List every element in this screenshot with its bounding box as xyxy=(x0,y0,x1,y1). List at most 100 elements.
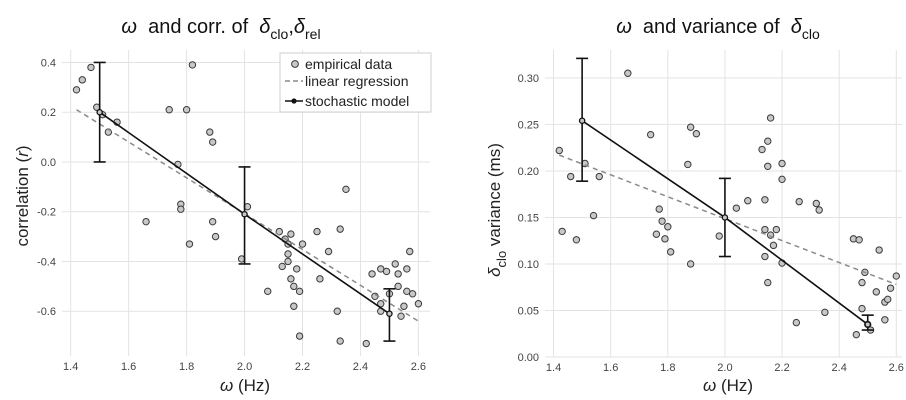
data-point xyxy=(290,302,298,310)
x-axis-label-greek: ω xyxy=(703,376,716,395)
title-sub2: rel xyxy=(305,26,321,42)
legend: empirical data linear regression stochas… xyxy=(279,52,432,113)
data-point xyxy=(298,240,307,248)
y-tick-label: 0.00 xyxy=(518,352,539,364)
data-point xyxy=(769,241,778,250)
data-point xyxy=(761,225,769,234)
data-point xyxy=(772,225,781,234)
data-point xyxy=(287,230,295,238)
data-point xyxy=(764,137,772,145)
data-point xyxy=(761,196,769,204)
model-point xyxy=(864,321,871,328)
data-point xyxy=(744,197,752,205)
data-point xyxy=(72,86,81,94)
data-point xyxy=(815,206,823,214)
plot-area xyxy=(555,57,900,339)
data-point xyxy=(624,69,632,77)
data-point xyxy=(316,275,324,283)
data-point xyxy=(766,114,775,122)
data-point xyxy=(778,159,786,168)
x-tick-label: 1.6 xyxy=(603,362,618,374)
title-sub1: clo xyxy=(802,26,820,42)
y-tick-label: -0.2 xyxy=(37,207,56,219)
x-axis-label: ω (Hz) xyxy=(220,376,270,395)
data-point xyxy=(792,318,801,327)
data-point xyxy=(567,172,575,181)
data-point xyxy=(595,172,603,181)
y-axis-label-var: r xyxy=(13,150,32,157)
y-axis-label-open: ( xyxy=(13,156,32,167)
x-tick-label: 2.6 xyxy=(411,361,426,373)
x-tick-label: 2.4 xyxy=(353,361,368,373)
data-point xyxy=(284,257,292,266)
data-point xyxy=(884,295,892,304)
data-point xyxy=(732,204,741,212)
model-point xyxy=(96,108,103,116)
data-point xyxy=(778,175,786,184)
data-point xyxy=(165,106,173,114)
x-tick-label: 2.0 xyxy=(237,361,252,373)
chart-title: ω and corr. of δclo,δrel xyxy=(121,16,320,42)
plot-area xyxy=(72,61,423,348)
data-point xyxy=(397,312,405,320)
data-point xyxy=(394,270,402,278)
data-point xyxy=(391,260,399,268)
x-axis-label-unit: (Hz) xyxy=(238,376,270,395)
x-tick-label: 2.6 xyxy=(889,362,904,374)
data-point xyxy=(855,236,863,244)
data-point xyxy=(264,287,272,296)
y-axis-label-sym: δ xyxy=(485,267,504,277)
data-point xyxy=(287,275,295,283)
data-point xyxy=(211,232,220,241)
legend-box xyxy=(279,52,432,113)
data-point xyxy=(892,272,900,280)
data-point xyxy=(758,145,766,154)
data-point xyxy=(881,316,889,324)
title-text-main: and variance of xyxy=(643,16,780,38)
data-point xyxy=(764,278,772,287)
data-point xyxy=(658,217,666,225)
y-axis-label: δclo variance (ms) xyxy=(485,143,509,277)
data-point xyxy=(652,230,661,238)
legend-label-model: stochastic model xyxy=(305,93,409,109)
data-point xyxy=(886,284,895,292)
y-tick-label: 0.2 xyxy=(41,107,56,119)
y-ticks: 0.00 0.05 0.10 0.15 0.20 0.25 0.30 xyxy=(518,73,539,364)
y-tick-label: -0.6 xyxy=(37,306,56,318)
data-point xyxy=(293,265,301,273)
data-point xyxy=(333,307,341,315)
y-tick-label: 0.25 xyxy=(518,119,539,131)
y-tick-label: 0.4 xyxy=(41,57,56,69)
data-point xyxy=(558,227,566,236)
data-point xyxy=(589,211,598,220)
data-point xyxy=(646,130,655,139)
data-point xyxy=(795,197,803,206)
x-ticks: 1.4 1.6 1.8 2.0 2.2 2.4 2.6 xyxy=(63,361,426,373)
chart-variance: ω and variance of δclo 1.4 1.6 1.8 2.0 2.2 2.… xyxy=(485,16,904,395)
legend-label-empirical: empirical data xyxy=(305,56,392,72)
data-point xyxy=(87,63,95,72)
x-ticks: 1.4 1.6 1.8 2.0 2.2 2.4 2.6 xyxy=(546,362,904,374)
title-sub1: clo xyxy=(270,26,288,42)
data-point xyxy=(342,185,350,194)
x-tick-label: 2.0 xyxy=(717,362,732,374)
chart-correlation: ω and corr. of δclo,δrel 1.4 1.6 1.8 2.0 2.2… xyxy=(13,16,432,395)
data-point xyxy=(208,138,217,146)
data-point xyxy=(336,337,344,345)
x-tick-label: 1.4 xyxy=(546,362,561,374)
data-point xyxy=(336,225,344,233)
title-text-main: and corr. of xyxy=(148,16,249,38)
data-point xyxy=(394,282,402,291)
data-point xyxy=(852,330,861,339)
y-axis-label-sub: clo xyxy=(494,251,509,268)
model-point xyxy=(241,210,248,218)
x-tick-label: 2.2 xyxy=(295,361,310,373)
x-tick-label: 2.2 xyxy=(774,362,789,374)
x-axis-label-unit: (Hz) xyxy=(721,376,753,395)
data-point xyxy=(761,252,769,261)
y-tick-label: 0.15 xyxy=(518,212,539,224)
data-point xyxy=(142,217,150,226)
data-point xyxy=(408,290,417,298)
y-tick-label: 0.0 xyxy=(41,157,56,169)
data-point xyxy=(313,227,321,236)
